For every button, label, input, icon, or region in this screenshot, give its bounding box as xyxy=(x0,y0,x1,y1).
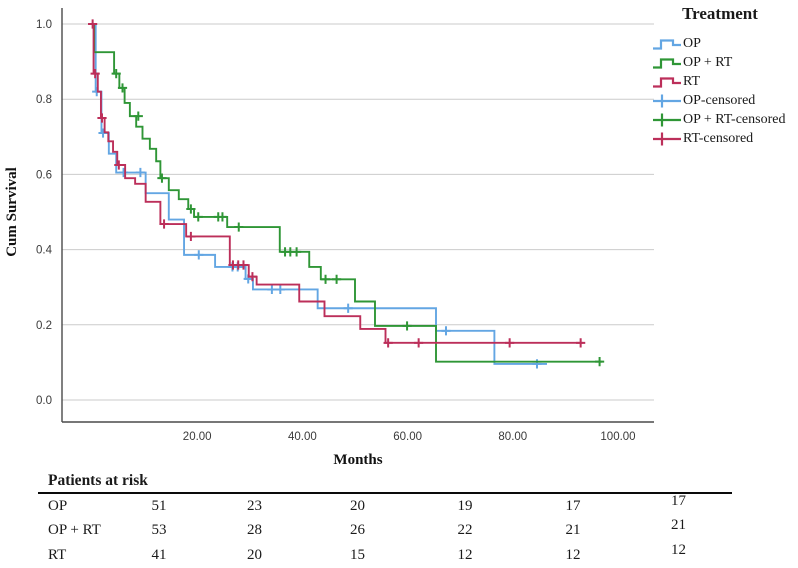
curve-oprt xyxy=(92,23,603,363)
legend-entry-label: RT-censored xyxy=(683,130,754,146)
risk-value: 21 xyxy=(671,517,686,534)
legend-entry-label: OP + RT-censored xyxy=(683,111,786,127)
y-tick-label: 0.6 xyxy=(36,169,52,181)
x-axis-tick-labels: 20.00 40.00 60.00 80.00 100.00 xyxy=(183,431,636,443)
step-line-icon xyxy=(653,76,681,88)
risk-value: 12 xyxy=(565,546,581,563)
risk-value: 19 xyxy=(457,497,473,514)
step-line-icon xyxy=(653,57,681,69)
legend-entry-label: OP + RT xyxy=(683,54,733,70)
risk-table-rule xyxy=(38,492,732,494)
censor-plus-icon xyxy=(653,94,681,107)
legend-entry: RT-censored xyxy=(652,129,795,148)
risk-row-label: OP + RT xyxy=(48,522,101,539)
x-tick-label: 80.00 xyxy=(498,431,527,443)
risk-row-label: RT xyxy=(48,546,67,563)
risk-value: 26 xyxy=(350,522,365,539)
risk-value: 51 xyxy=(151,497,167,514)
y-tick-label: 0.4 xyxy=(36,245,53,257)
legend-entry: OP-censored xyxy=(652,91,795,110)
legend-entry: RT xyxy=(652,72,795,91)
risk-value: 12 xyxy=(671,541,686,558)
legend-entry: OP + RT-censored xyxy=(652,110,795,129)
y-axis-tick-labels: 1.0 0.8 0.6 0.4 0.2 0.0 xyxy=(36,19,53,407)
y-tick-label: 0.2 xyxy=(36,320,52,332)
x-tick-label: 40.00 xyxy=(288,431,317,443)
axis-lines xyxy=(61,8,654,423)
legend-entry-label: OP-censored xyxy=(683,92,756,108)
x-tick-label: 60.00 xyxy=(393,431,422,443)
survival-curves xyxy=(88,19,605,369)
legend-title: Treatment xyxy=(682,4,758,23)
y-tick-label: 1.0 xyxy=(36,19,52,31)
y-tick-label: 0.8 xyxy=(36,94,52,106)
y-tick-label: 0.0 xyxy=(36,395,52,407)
legend-entry-label: OP xyxy=(683,35,701,51)
patients-at-risk-table: Patients at risk OP 51 23 20 19 17 17 OP + RT 53… xyxy=(38,472,738,568)
risk-value: 12 xyxy=(457,546,473,563)
risk-value: 15 xyxy=(350,546,365,563)
legend: Treatment OP OP + RT RT OP-censored OP + RT-… xyxy=(645,4,795,148)
step-line-icon xyxy=(653,38,681,50)
risk-row-oprt: OP + RT 53 28 26 22 21 21 xyxy=(38,517,738,544)
risk-value: 22 xyxy=(457,522,473,539)
x-tick-label: 20.00 xyxy=(183,431,212,443)
legend-entry-label: RT xyxy=(683,73,701,89)
risk-row-label: OP xyxy=(48,497,68,514)
legend-entry: OP xyxy=(652,34,795,53)
curve-op xyxy=(92,23,547,365)
risk-row-rt: RT 41 20 15 12 12 12 xyxy=(38,541,738,568)
risk-table-rows: OP 51 23 20 19 17 17 OP + RT 53 28 26 22 21 21 RT 41 20 1… xyxy=(38,492,738,568)
y-axis-title: Cum Survival xyxy=(4,167,20,257)
legend-entries: OP OP + RT RT OP-censored OP + RT-censored RT… xyxy=(645,34,795,148)
survival-plot: 1.0 0.8 0.6 0.4 0.2 0.0 20.00 40.00 60.00 80.00 1… xyxy=(4,8,654,468)
risk-value: 41 xyxy=(151,546,167,563)
risk-row-op: OP 51 23 20 19 17 17 xyxy=(38,492,738,519)
risk-value: 53 xyxy=(151,522,167,539)
censor-marks-op xyxy=(92,87,542,369)
legend-entry: OP + RT xyxy=(652,53,795,72)
censor-marks-oprt xyxy=(111,69,605,367)
risk-value: 28 xyxy=(247,522,262,539)
risk-value: 23 xyxy=(247,497,262,514)
risk-table-title: Patients at risk xyxy=(48,472,148,489)
censor-marks-rt xyxy=(88,19,586,348)
censor-plus-icon xyxy=(653,113,681,126)
x-axis-title: Months xyxy=(333,452,382,468)
risk-value: 17 xyxy=(671,492,686,509)
risk-value: 20 xyxy=(247,546,262,563)
curve-rt xyxy=(92,23,583,344)
censor-plus-icon xyxy=(653,132,681,145)
risk-value: 20 xyxy=(350,497,365,514)
x-tick-label: 100.00 xyxy=(600,431,635,443)
risk-value: 21 xyxy=(565,522,581,539)
risk-value: 17 xyxy=(565,497,581,514)
